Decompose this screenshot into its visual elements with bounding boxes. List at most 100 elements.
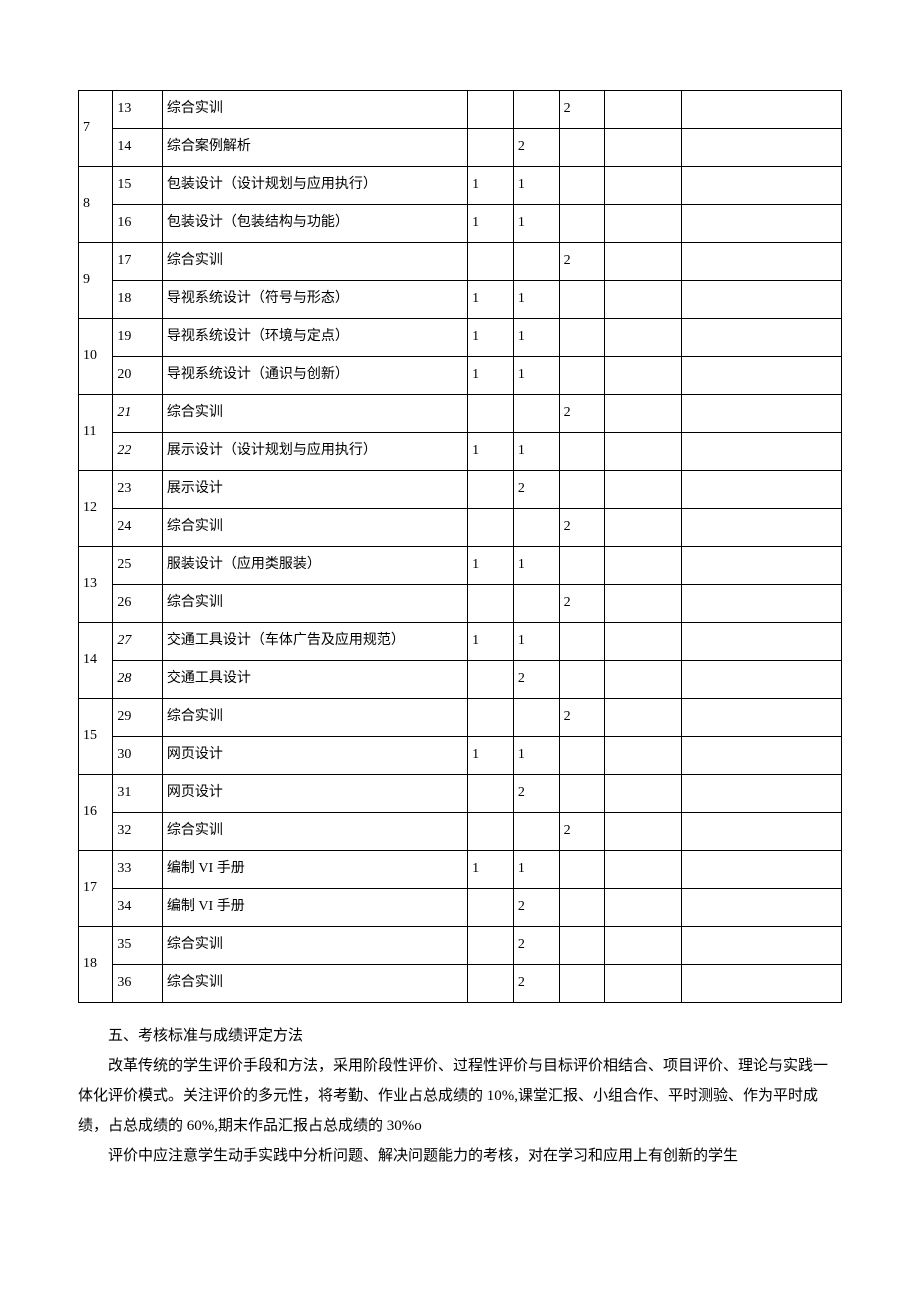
num-cell: 34 [113,889,163,927]
num-cell: 15 [113,167,163,205]
num-cell: 28 [113,661,163,699]
value-cell [681,167,841,205]
value-cell [681,471,841,509]
title-cell: 综合实训 [162,813,467,851]
num-cell: 19 [113,319,163,357]
value-cell [605,851,681,889]
num-cell: 27 [113,623,163,661]
value-cell [681,395,841,433]
value-cell [681,661,841,699]
title-cell: 导视系统设计（通识与创新） [162,357,467,395]
title-cell: 网页设计 [162,775,467,813]
value-cell [681,585,841,623]
value-cell: 2 [559,395,605,433]
table-row: 18导视系统设计（符号与形态）11 [79,281,842,319]
value-cell [468,889,514,927]
value-cell: 1 [513,357,559,395]
value-cell: 2 [513,927,559,965]
value-cell [468,813,514,851]
value-cell [605,737,681,775]
title-cell: 综合实训 [162,585,467,623]
value-cell: 1 [468,547,514,585]
value-cell [681,129,841,167]
value-cell [605,965,681,1003]
title-cell: 综合案例解析 [162,129,467,167]
value-cell: 1 [468,737,514,775]
value-cell: 2 [559,91,605,129]
title-cell: 交通工具设计 [162,661,467,699]
value-cell [468,129,514,167]
value-cell [605,395,681,433]
value-cell [605,547,681,585]
num-cell: 25 [113,547,163,585]
num-cell: 14 [113,129,163,167]
table-row: 28交通工具设计2 [79,661,842,699]
num-cell: 16 [113,205,163,243]
value-cell [468,91,514,129]
num-cell: 36 [113,965,163,1003]
group-cell: 14 [79,623,113,699]
value-cell [559,965,605,1003]
value-cell [681,927,841,965]
value-cell [468,509,514,547]
value-cell [605,91,681,129]
value-cell [559,205,605,243]
value-cell [513,243,559,281]
table-row: 32综合实训2 [79,813,842,851]
num-cell: 18 [113,281,163,319]
value-cell [605,319,681,357]
value-cell [559,281,605,319]
value-cell: 2 [559,585,605,623]
value-cell [513,509,559,547]
title-cell: 导视系统设计（符号与形态） [162,281,467,319]
value-cell [681,851,841,889]
table-row: 36综合实训 2 [79,965,842,1003]
title-cell: 编制 VI 手册 [162,889,467,927]
value-cell [605,281,681,319]
value-cell [468,927,514,965]
value-cell [605,129,681,167]
table-row: 1427交通工具设计（车体广告及应用规范）11 [79,623,842,661]
table-row: 1529综合实训2 [79,699,842,737]
group-cell: 13 [79,547,113,623]
table-row: 1733编制 VI 手册11 [79,851,842,889]
value-cell: 1 [513,623,559,661]
value-cell [605,471,681,509]
value-cell [605,167,681,205]
value-cell [681,509,841,547]
num-cell: 30 [113,737,163,775]
num-cell: 31 [113,775,163,813]
value-cell: 1 [468,851,514,889]
table-row: 24综合实训2 [79,509,842,547]
group-cell: 7 [79,91,113,167]
table-row: 917综合实训2 [79,243,842,281]
value-cell: 1 [513,737,559,775]
value-cell [681,547,841,585]
value-cell [681,623,841,661]
table-row: 26综合实训2 [79,585,842,623]
value-cell [559,661,605,699]
value-cell [605,585,681,623]
title-cell: 服装设计（应用类服装） [162,547,467,585]
value-cell [681,319,841,357]
group-cell: 18 [79,927,113,1003]
value-cell: 1 [468,357,514,395]
title-cell: 展示设计（设计规划与应用执行） [162,433,467,471]
title-cell: 综合实训 [162,699,467,737]
value-cell [681,813,841,851]
value-cell [605,623,681,661]
value-cell [681,205,841,243]
value-cell [559,129,605,167]
value-cell: 2 [513,775,559,813]
value-cell [681,433,841,471]
table-row: 1631网页设计2 [79,775,842,813]
title-cell: 综合实训 [162,965,467,1003]
value-cell: 1 [468,205,514,243]
value-cell: 2 [513,965,559,1003]
group-cell: 11 [79,395,113,471]
value-cell: 2 [559,509,605,547]
table-row: 1121综合实训2 [79,395,842,433]
value-cell [468,699,514,737]
value-cell [559,927,605,965]
value-cell [559,319,605,357]
